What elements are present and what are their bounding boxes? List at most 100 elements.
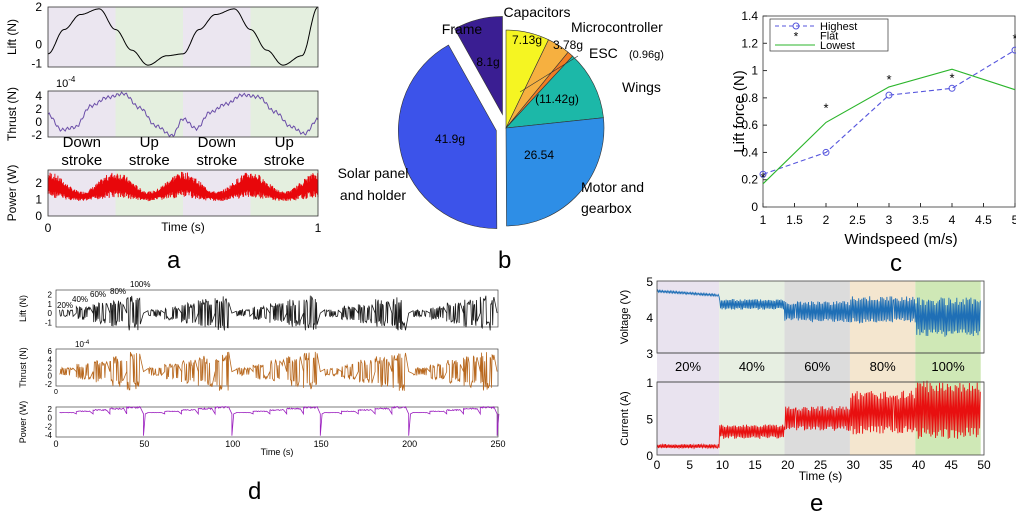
y-tick-label: -2 [45, 422, 53, 431]
y-axis-label: Thrust (N) [5, 87, 19, 141]
x-tick-label: 150 [314, 439, 329, 449]
y-tick-label: 3 [646, 347, 653, 361]
y-axis-label: Voltage (V) [619, 290, 631, 344]
x-tick-label: 10 [716, 458, 730, 472]
y-axis-label: Lift (N) [18, 295, 28, 322]
y-tick-label: 2 [35, 102, 42, 116]
y-tick-label: 0 [48, 414, 53, 423]
y-tick-label: 5 [646, 275, 653, 289]
y-tick-label: 0 [35, 209, 42, 223]
slice-label: Wings [622, 79, 661, 95]
x-tick-label: 2 [823, 213, 830, 227]
phase-band [48, 91, 116, 137]
series-line [762, 49, 1016, 175]
segment-band [657, 281, 720, 455]
slice-label: Microcontroller [571, 19, 663, 35]
y-tick-label: 0 [35, 115, 42, 129]
slice-label: Motor and [581, 179, 644, 195]
data-point: * [949, 70, 954, 85]
y-tick-label: 1 [48, 300, 53, 309]
phase-label-line1: Down [198, 134, 236, 151]
data-point: * [760, 170, 765, 185]
panel-letter-b: b [498, 247, 512, 274]
y-tick-label: 1.4 [741, 9, 758, 23]
lift-series [47, 6, 319, 66]
x-axis-label: Time (s) [799, 469, 843, 483]
x-axis-label: Time (s) [161, 220, 205, 234]
x-tick-label: 0 [45, 221, 52, 235]
slice-label: and holder [340, 187, 407, 203]
y-tick-label: -2 [45, 380, 53, 389]
y-tick-label: 0 [751, 200, 758, 214]
data-point [948, 84, 956, 92]
power-series [59, 405, 500, 436]
data-point: * [823, 100, 828, 115]
slice-label: Frame [442, 21, 483, 37]
y-tick-label: 6 [48, 347, 53, 356]
data-point [885, 91, 893, 99]
slice-value-label: 3.78g [553, 38, 583, 52]
y-tick-label: 0 [48, 372, 53, 381]
y-axis-label: Lift (N) [5, 19, 19, 55]
x-tick-label: 2.5 [849, 213, 866, 227]
x-tick-label: 45 [945, 458, 959, 472]
y-tick-label: 4 [48, 355, 53, 364]
level-label: 60% [90, 290, 106, 299]
y-tick-label: 0.2 [741, 173, 758, 187]
segment-label: 100% [931, 359, 965, 374]
phase-band [183, 91, 251, 137]
legend-label: Flat [820, 31, 838, 43]
pie-slice [505, 117, 605, 227]
y-tick-label: 1.2 [741, 36, 758, 50]
x-tick-label: 1 [315, 221, 322, 235]
segment-label: 20% [675, 359, 701, 374]
y-axis-label: Lift force (N) [731, 70, 748, 153]
data-point: * [1012, 31, 1016, 46]
x-tick-label: 200 [402, 439, 417, 449]
phase-label-line2: stroke [196, 152, 237, 169]
x-tick-label: 3.5 [912, 213, 929, 227]
y-tick-label: 0.6 [741, 118, 758, 132]
y-tick-label: -4 [45, 431, 53, 440]
phase-label-line2: stroke [264, 152, 305, 169]
leader-line [519, 55, 579, 93]
y-tick-label: -1 [45, 318, 53, 327]
phase-band [115, 7, 183, 67]
phase-band [183, 7, 251, 67]
panel-b: Frame 8.1g Capacitors 7.13g Microcontroller 3… [338, 4, 664, 229]
phase-label-line1: Up [275, 134, 294, 151]
phase-band [250, 7, 318, 67]
slice-label: Solar panel [338, 165, 409, 181]
y-tick-label: 4 [646, 311, 653, 325]
exponent-label: 10-4 [56, 75, 76, 90]
x-tick-label: 4.5 [975, 213, 992, 227]
level-label: 100% [130, 280, 150, 289]
pie-slice [505, 55, 604, 129]
slice-value-label: 26.54 [524, 148, 554, 162]
phase-label-line1: Down [63, 134, 101, 151]
slice-label: Capacitors [504, 4, 571, 20]
y-tick-label: -1 [31, 56, 42, 70]
panel-c: 1 1.5 2 2.5 3 3.5 4 4.5 5 0 0.2 0.4 0.6 0.8 1 1.2 1.4 Win… [731, 9, 1016, 248]
data-point [759, 170, 767, 178]
y-tick-label: 2 [48, 364, 53, 373]
y-tick-label: 2 [48, 405, 53, 414]
legend-label: Highest [820, 21, 857, 33]
y-tick-label: 2 [35, 176, 42, 190]
slice-value-label: 8.1g [476, 55, 499, 69]
level-label: 80% [110, 287, 126, 296]
panel-letter-d: d [248, 478, 262, 505]
level-label: 40% [72, 295, 88, 304]
slice-label: gearbox [581, 200, 632, 216]
y-axis-label: Power (W) [5, 165, 19, 222]
y-tick-label: 2 [48, 291, 53, 300]
x-tick-label: 100 [225, 439, 240, 449]
segment-label: 40% [739, 359, 765, 374]
y-tick-label: 0 [646, 449, 653, 463]
phase-label-line2: stroke [129, 152, 170, 169]
x-tick-label: 0 [54, 389, 58, 396]
current-series [656, 380, 981, 450]
